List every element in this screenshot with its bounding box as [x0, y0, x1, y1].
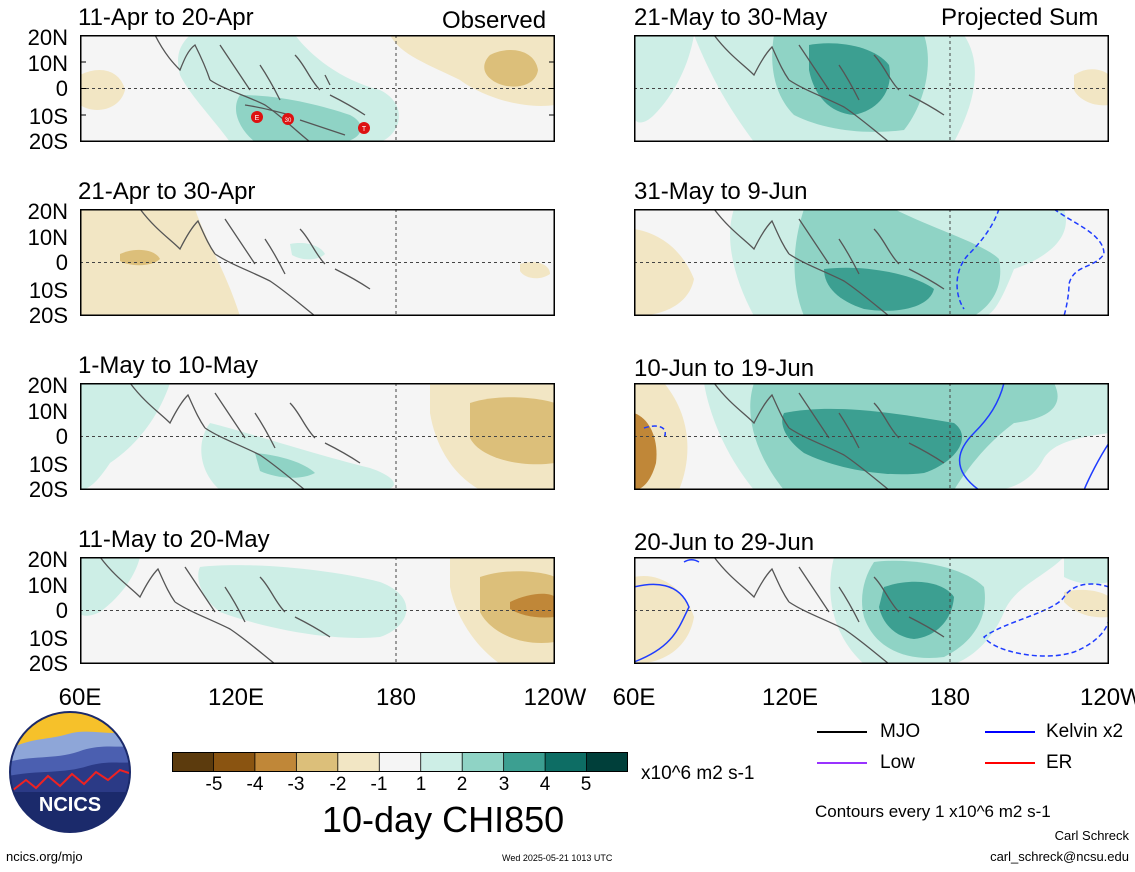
legend-swatch-er — [985, 762, 1035, 764]
legend-swatch-low — [817, 762, 867, 764]
y-tick-label: 20N — [27, 25, 68, 50]
y-tick-label: 20S — [28, 651, 68, 676]
storm-marker: E 30 T — [251, 111, 370, 134]
colorbar-swatch — [172, 752, 215, 772]
y-tick-label: 10S — [28, 626, 68, 651]
contours-note: Contours every 1 x10^6 m2 s-1 — [815, 802, 1051, 821]
y-tick-label: 20S — [28, 477, 68, 502]
colorbar-tick-label: -3 — [287, 774, 305, 795]
colorbar-tick-label: -4 — [246, 774, 264, 795]
colorbar-swatch — [461, 752, 505, 772]
chart-title: 10-day CHI850 — [322, 799, 565, 840]
map-panel — [634, 383, 1109, 490]
map-panel — [80, 557, 555, 664]
map-panel — [634, 557, 1109, 664]
legend-label: ER — [1046, 752, 1073, 773]
panel-title: 11-May to 20-May — [78, 526, 270, 553]
y-tick-label: 0 — [55, 424, 68, 449]
panel-title: 1-May to 10-May — [78, 352, 259, 379]
logo-text: NCICS — [39, 794, 101, 816]
map-panel — [634, 209, 1109, 316]
x-tick-label: 120W — [523, 684, 587, 711]
y-tick-label: 20N — [27, 547, 68, 572]
colorbar — [172, 752, 628, 772]
colorbar-swatch — [337, 752, 381, 772]
x-tick-label: 60E — [612, 684, 656, 711]
svg-text:E: E — [255, 115, 260, 122]
map-panel: E 30 T — [80, 35, 555, 142]
panel-corner-label: Projected Sum — [941, 4, 1099, 31]
y-tick-label: 10N — [27, 51, 68, 76]
colorbar-tick-label: -5 — [205, 774, 223, 795]
source-url[interactable]: ncics.org/mjo — [6, 849, 83, 864]
y-tick-label: 10N — [27, 573, 68, 598]
author-name: Carl Schreck — [1054, 828, 1129, 843]
y-tick-label: 10S — [28, 278, 68, 303]
y-tick-label: 20N — [27, 373, 68, 398]
x-tick-label: 120W — [1080, 686, 1135, 710]
map-panel — [80, 209, 555, 316]
x-tick-label: 180 — [929, 684, 971, 711]
ncics-logo: NCICS — [9, 711, 131, 833]
colorbar-swatch — [544, 752, 588, 772]
colorbar-swatch — [586, 752, 628, 772]
author-email: carl_schreck@ncsu.edu — [990, 849, 1129, 864]
y-tick-label: 10N — [27, 399, 68, 424]
panel-title: 10-Jun to 19-Jun — [634, 355, 815, 382]
map-panel — [634, 35, 1109, 142]
panel-corner-label: Observed — [442, 7, 547, 34]
svg-text:T: T — [362, 126, 367, 133]
y-tick-label: 0 — [55, 76, 68, 101]
colorbar-tick-label: -2 — [329, 774, 347, 795]
colorbar-tick-label: 5 — [580, 774, 592, 795]
axis-ticks — [80, 61, 555, 116]
legend-label: MJO — [880, 721, 921, 742]
colorbar-units: x10^6 m2 s-1 — [641, 763, 755, 784]
colorbar-tick-label: 1 — [415, 774, 427, 795]
y-tick-label: 10N — [27, 225, 68, 250]
legend-label: Low — [880, 752, 915, 773]
y-tick-label: 10S — [28, 104, 68, 129]
y-tick-label: 0 — [55, 250, 68, 275]
colorbar-swatch — [420, 752, 464, 772]
y-tick-label: 20S — [28, 303, 68, 328]
colorbar-swatch — [295, 752, 339, 772]
legend-swatch-kelvin — [985, 731, 1035, 733]
colorbar-swatch — [213, 752, 256, 772]
colorbar-swatch — [254, 752, 298, 772]
colorbar-tick-label: 3 — [498, 774, 510, 795]
x-tick-label: 120E — [207, 684, 265, 711]
panel-title: 21-Apr to 30-Apr — [78, 178, 256, 205]
colorbar-swatch — [503, 752, 546, 772]
panel-title: 21-May to 30-May — [634, 4, 828, 31]
y-tick-label: 20S — [28, 129, 68, 154]
y-tick-label: 20N — [27, 199, 68, 224]
panel-title: 20-Jun to 29-Jun — [634, 529, 815, 556]
colorbar-tick-label: 2 — [456, 774, 468, 795]
y-tick-label: 10S — [28, 452, 68, 477]
x-tick-label: 120E — [761, 684, 819, 711]
timestamp: Wed 2025-05-21 1013 UTC — [502, 853, 613, 863]
colorbar-swatch — [378, 752, 422, 772]
legend-label: Kelvin x2 — [1046, 721, 1124, 742]
x-tick-label: 60E — [58, 684, 102, 711]
colorbar-tick-label: -1 — [370, 774, 388, 795]
panel-title: 31-May to 9-Jun — [634, 178, 808, 205]
map-panel — [80, 383, 555, 490]
legend-swatch-mjo — [817, 731, 867, 733]
colorbar-swatches — [172, 752, 628, 772]
x-tick-label: 180 — [375, 684, 417, 711]
panel-title: 11-Apr to 20-Apr — [78, 4, 254, 31]
colorbar-tick-label: 4 — [539, 774, 551, 795]
svg-text:30: 30 — [285, 118, 292, 124]
y-tick-label: 0 — [55, 598, 68, 623]
